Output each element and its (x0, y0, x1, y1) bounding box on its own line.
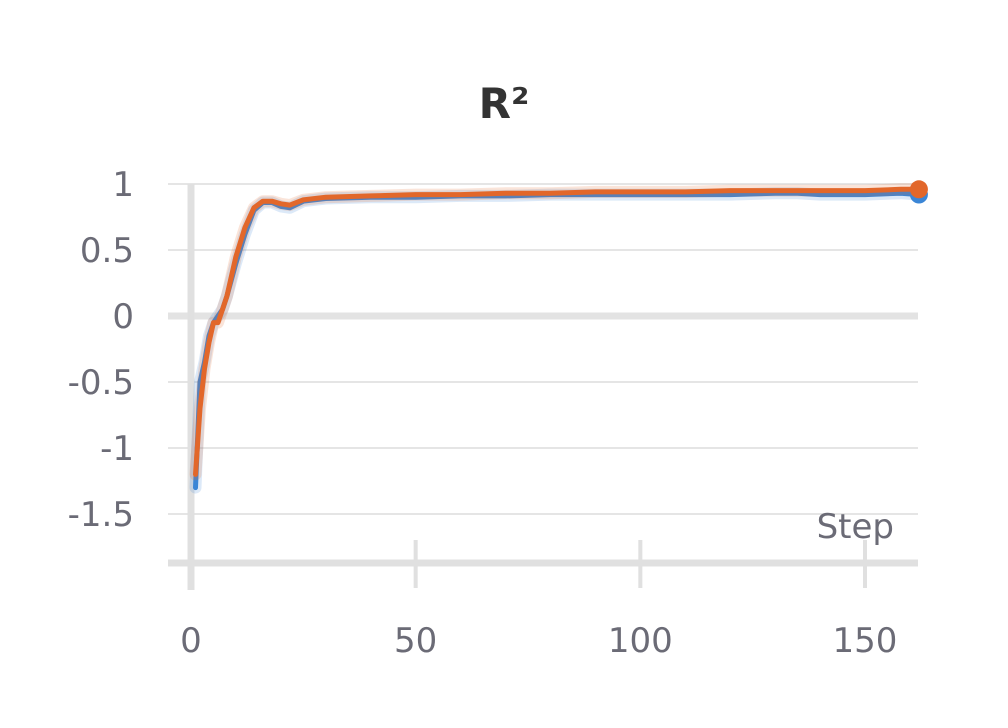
series-end-point (909, 180, 928, 199)
y-tick-label: 0 (112, 297, 134, 337)
y-tick-label: 1 (112, 165, 134, 205)
y-tick-label: 0.5 (80, 231, 134, 271)
x-tick-label: 0 (180, 621, 202, 661)
series-halo (189, 187, 925, 494)
y-tick-label: -1 (100, 429, 134, 469)
tick-labels: 1 0.5 0 -0.5 -1 -1.5 0 50 100 150 (68, 165, 898, 661)
grid-lines (168, 183, 918, 588)
y-tick-label: -0.5 (68, 363, 134, 403)
y-tick-label: -1.5 (68, 495, 134, 535)
x-tick-label: 100 (608, 621, 673, 661)
series-line (193, 190, 922, 491)
series-halo (189, 183, 925, 481)
series-line (193, 186, 922, 477)
axes (168, 184, 918, 590)
chart-title: R² (479, 79, 530, 128)
x-axis-label: Step (817, 507, 894, 547)
x-tick-label: 50 (394, 621, 437, 661)
series-lines (189, 180, 928, 494)
x-tick-label: 150 (833, 621, 898, 661)
